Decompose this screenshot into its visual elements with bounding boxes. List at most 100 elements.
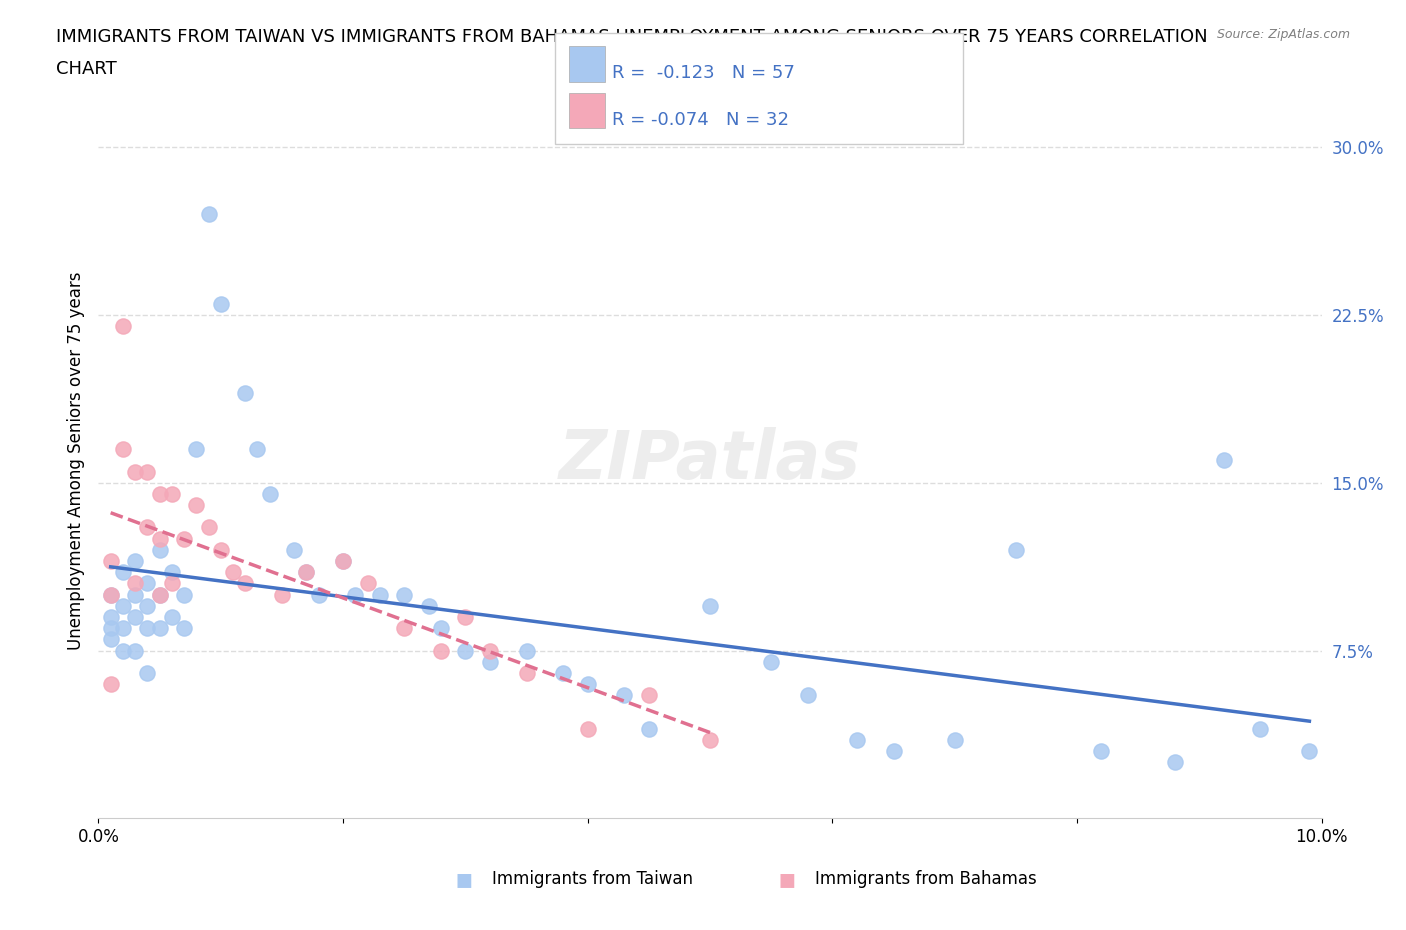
Point [368, 587, 391, 602]
Text: R = -0.074   N = 32: R = -0.074 N = 32 [612, 111, 789, 128]
Point [392, 620, 416, 635]
Text: IMMIGRANTS FROM TAIWAN VS IMMIGRANTS FROM BAHAMAS UNEMPLOYMENT AMONG SENIORS OVE: IMMIGRANTS FROM TAIWAN VS IMMIGRANTS FRO… [56, 28, 1208, 46]
Point [344, 587, 367, 602]
Point [111, 442, 134, 457]
Point [259, 486, 281, 501]
Point [478, 655, 501, 670]
Point [430, 620, 453, 635]
Point [759, 655, 782, 670]
Point [124, 464, 146, 479]
Point [124, 553, 146, 568]
Point [553, 666, 575, 681]
Point [197, 206, 219, 221]
Point [797, 688, 820, 703]
Point [111, 620, 134, 635]
Point [149, 542, 172, 557]
Point [124, 609, 146, 624]
Point [308, 587, 330, 602]
Point [100, 620, 122, 635]
Point [149, 620, 172, 635]
Point [186, 442, 208, 457]
Point [100, 553, 122, 568]
Point [943, 733, 966, 748]
Point [233, 576, 256, 591]
Point [111, 644, 134, 658]
Point [197, 520, 219, 535]
Point [160, 565, 183, 579]
Point [283, 542, 305, 557]
Point [356, 576, 378, 591]
Point [270, 587, 292, 602]
Point [209, 297, 232, 312]
Point [124, 576, 146, 591]
Y-axis label: Unemployment Among Seniors over 75 years: Unemployment Among Seniors over 75 years [66, 272, 84, 649]
Point [883, 744, 905, 759]
Point [173, 587, 195, 602]
Text: ▪: ▪ [454, 865, 474, 893]
Point [111, 565, 134, 579]
Point [209, 542, 232, 557]
Point [149, 587, 172, 602]
Point [136, 598, 159, 613]
Point [332, 553, 354, 568]
Text: Immigrants from Taiwan: Immigrants from Taiwan [492, 870, 693, 888]
Point [149, 587, 172, 602]
Point [392, 587, 416, 602]
Point [516, 644, 538, 658]
Point [637, 688, 661, 703]
Point [699, 598, 721, 613]
Point [100, 609, 122, 624]
Point [111, 598, 134, 613]
Point [1164, 755, 1187, 770]
Point [124, 644, 146, 658]
Point [332, 553, 354, 568]
Point [173, 531, 195, 546]
Text: Immigrants from Bahamas: Immigrants from Bahamas [815, 870, 1038, 888]
Point [136, 576, 159, 591]
Point [699, 733, 721, 748]
Point [173, 620, 195, 635]
Point [100, 632, 122, 647]
Point [576, 677, 599, 692]
Point [100, 587, 122, 602]
Point [1004, 542, 1026, 557]
Point [186, 498, 208, 512]
Point [111, 319, 134, 334]
Point [246, 442, 269, 457]
Point [149, 531, 172, 546]
Text: ▪: ▪ [778, 865, 797, 893]
Point [418, 598, 440, 613]
Text: Source: ZipAtlas.com: Source: ZipAtlas.com [1216, 28, 1350, 41]
Point [516, 666, 538, 681]
Point [845, 733, 868, 748]
Point [1212, 453, 1234, 468]
Point [637, 722, 661, 737]
Point [160, 609, 183, 624]
Point [613, 688, 636, 703]
Point [576, 722, 599, 737]
Point [222, 565, 245, 579]
Text: CHART: CHART [56, 60, 117, 78]
Point [295, 565, 318, 579]
Point [430, 644, 453, 658]
Point [454, 644, 477, 658]
Point [233, 386, 256, 401]
Point [136, 520, 159, 535]
Point [100, 677, 122, 692]
Text: R =  -0.123   N = 57: R = -0.123 N = 57 [612, 64, 794, 82]
Text: ZIPatlas: ZIPatlas [560, 428, 860, 493]
Point [136, 464, 159, 479]
Point [100, 587, 122, 602]
Point [1090, 744, 1112, 759]
Point [1298, 744, 1320, 759]
Point [136, 620, 159, 635]
Point [124, 587, 146, 602]
Point [478, 644, 501, 658]
Point [454, 609, 477, 624]
Point [149, 486, 172, 501]
Point [1249, 722, 1271, 737]
Point [295, 565, 318, 579]
Point [136, 666, 159, 681]
Point [160, 576, 183, 591]
Point [160, 486, 183, 501]
